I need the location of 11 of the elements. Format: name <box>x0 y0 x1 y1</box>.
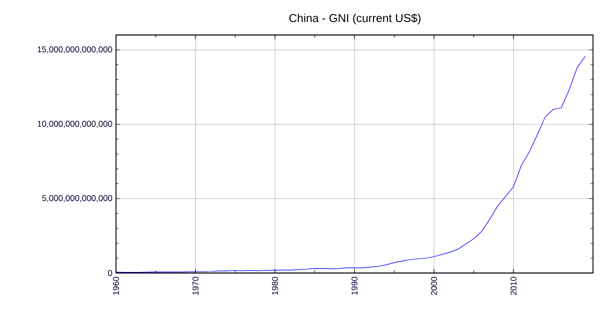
x-tick-label: 2000 <box>431 276 437 295</box>
x-tick-label: 1960 <box>113 276 119 295</box>
x-tick-label: 2010 <box>510 276 516 295</box>
x-tick-label: 1980 <box>272 276 278 295</box>
y-tick-label: 0 <box>108 270 112 276</box>
x-tick-label: 1990 <box>352 276 358 295</box>
x-tick-label: 1970 <box>192 276 198 295</box>
y-tick-label: 5,000,000,000,000 <box>42 195 112 202</box>
y-tick-label: 15,000,000,000,000 <box>38 46 112 54</box>
chart-title: China - GNI (current US$) <box>289 14 420 24</box>
y-tick-label: 10,000,000,000,000 <box>38 120 112 128</box>
